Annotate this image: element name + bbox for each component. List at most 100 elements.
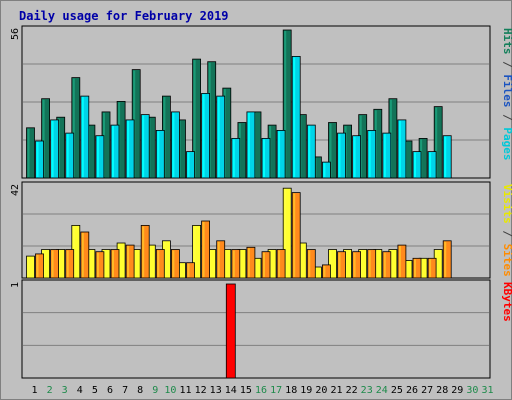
bar-highlight bbox=[127, 246, 130, 277]
bar-highlight bbox=[157, 250, 160, 277]
day-label: 13 bbox=[210, 385, 222, 396]
bar-highlight bbox=[293, 57, 296, 177]
bar-highlight bbox=[429, 259, 432, 277]
day-label: 22 bbox=[346, 385, 358, 396]
bar-sites-day-27 bbox=[427, 257, 437, 279]
bar-sites-day-24 bbox=[382, 251, 392, 279]
bar-highlight bbox=[232, 250, 235, 277]
bar-sites-day-18 bbox=[291, 192, 301, 279]
bar-pages-day-4 bbox=[80, 95, 90, 179]
day-label: 21 bbox=[330, 385, 342, 396]
bar-highlight bbox=[338, 134, 341, 177]
bar-visits-day-1 bbox=[26, 255, 35, 279]
bar-highlight bbox=[36, 142, 39, 177]
bar-highlight bbox=[368, 131, 371, 177]
day-label: 2 bbox=[47, 385, 53, 396]
bar-sites-day-2 bbox=[50, 249, 59, 279]
day-label: 25 bbox=[391, 385, 403, 396]
bar-pages-day-26 bbox=[412, 151, 422, 179]
bar-pages-day-6 bbox=[110, 124, 120, 179]
hits-files-pages-series-legend: Hits / Files / Pages bbox=[501, 28, 512, 161]
bar-sites-day-15 bbox=[246, 246, 256, 279]
day-label: 30 bbox=[466, 385, 478, 396]
bar-sites-day-22 bbox=[352, 251, 362, 279]
bar-highlight bbox=[172, 250, 175, 277]
bar-sites-day-6 bbox=[110, 249, 120, 279]
bar-highlight bbox=[323, 163, 326, 177]
bar-highlight bbox=[157, 131, 160, 177]
bar-sites-day-26 bbox=[412, 257, 422, 279]
bar-pages-day-16 bbox=[261, 137, 271, 179]
bar-hits-day-2 bbox=[41, 98, 50, 179]
bar-pages-day-15 bbox=[246, 111, 256, 179]
bar-sites-day-5 bbox=[95, 251, 105, 279]
bar-pages-day-23 bbox=[367, 129, 377, 179]
bar-pages-day-21 bbox=[337, 132, 346, 179]
bar-pages-day-8 bbox=[140, 114, 150, 179]
bar-hits-day-21 bbox=[328, 122, 337, 179]
bar-highlight bbox=[444, 241, 447, 277]
bar-highlight bbox=[329, 250, 332, 277]
bar-hits-day-28 bbox=[433, 106, 443, 179]
day-label: 14 bbox=[225, 385, 237, 396]
bar-pages-day-9 bbox=[155, 129, 165, 179]
bar-pages-day-25 bbox=[397, 119, 407, 179]
bar-sites-day-8 bbox=[140, 224, 150, 279]
bar-sites-day-17 bbox=[276, 249, 286, 279]
bar-sites-day-14 bbox=[231, 249, 241, 279]
legend-entry: Visits bbox=[501, 184, 512, 224]
bar-highlight bbox=[96, 136, 99, 177]
bar-highlight bbox=[353, 136, 356, 177]
bar-highlight bbox=[202, 94, 205, 177]
bar-sites-day-21 bbox=[337, 251, 346, 279]
bar-highlight bbox=[42, 99, 45, 177]
bar-visits-day-18 bbox=[282, 187, 292, 279]
bar-highlight bbox=[202, 222, 205, 277]
day-label: 27 bbox=[421, 385, 433, 396]
day-label: 6 bbox=[107, 385, 113, 396]
bar-highlight bbox=[187, 152, 190, 177]
bar-highlight bbox=[127, 120, 130, 177]
bar-highlight bbox=[398, 120, 401, 177]
bar-highlight bbox=[51, 250, 54, 277]
bar-highlight bbox=[142, 115, 145, 177]
bar-highlight bbox=[263, 139, 265, 177]
bar-highlight bbox=[66, 250, 69, 277]
bar-pages-day-14 bbox=[231, 137, 241, 179]
day-label: 10 bbox=[164, 385, 176, 396]
legend-entry: Pages bbox=[501, 127, 512, 160]
bar-highlight bbox=[27, 128, 30, 177]
bar-highlight bbox=[278, 131, 281, 177]
bar-pages-day-11 bbox=[186, 151, 195, 179]
bar-highlight bbox=[27, 257, 30, 277]
bar-highlight bbox=[112, 250, 114, 277]
visits-sites-panel: 42 Visits / Sites bbox=[10, 181, 512, 279]
legend-entry: KBytes bbox=[501, 282, 512, 322]
kbytes-series-legend: KBytes bbox=[501, 282, 512, 322]
bar-hits-day-4 bbox=[71, 77, 81, 179]
bar-highlight bbox=[81, 233, 84, 277]
bar-highlight bbox=[187, 263, 190, 277]
x-axis-day-labels: 1 2 3 4 5 6 7 8 9 10 11 12 13 14 15 16 17 18 19 20 21 22 23 24 2… bbox=[31, 385, 493, 396]
chart-panels: 56 Hits / Files / Pages 42 Visits / Sites 1 K… bbox=[10, 25, 512, 379]
bar-highlight bbox=[429, 152, 432, 177]
bar-highlight bbox=[263, 252, 265, 277]
bar-highlight bbox=[66, 134, 69, 177]
bar-highlight bbox=[383, 134, 386, 177]
kbytes-ymax-label: 1 bbox=[10, 282, 21, 288]
legend-entry: Hits bbox=[501, 28, 512, 55]
day-label: 16 bbox=[255, 385, 267, 396]
bar-highlight bbox=[36, 254, 39, 277]
bar-highlight bbox=[227, 285, 230, 377]
bar-sites-day-25 bbox=[397, 244, 407, 279]
bar-highlight bbox=[172, 112, 175, 177]
bar-kbytes-day-14 bbox=[225, 283, 236, 379]
bar-highlight bbox=[247, 248, 250, 277]
bar-pages-day-13 bbox=[216, 95, 226, 179]
legend-entry: / bbox=[501, 224, 512, 244]
visits-sites-series-legend: Visits / Sites bbox=[501, 184, 512, 277]
day-label: 11 bbox=[179, 385, 191, 396]
bar-sites-day-12 bbox=[201, 220, 211, 279]
bar-highlight bbox=[193, 60, 196, 177]
bar-pages-day-24 bbox=[382, 132, 392, 179]
